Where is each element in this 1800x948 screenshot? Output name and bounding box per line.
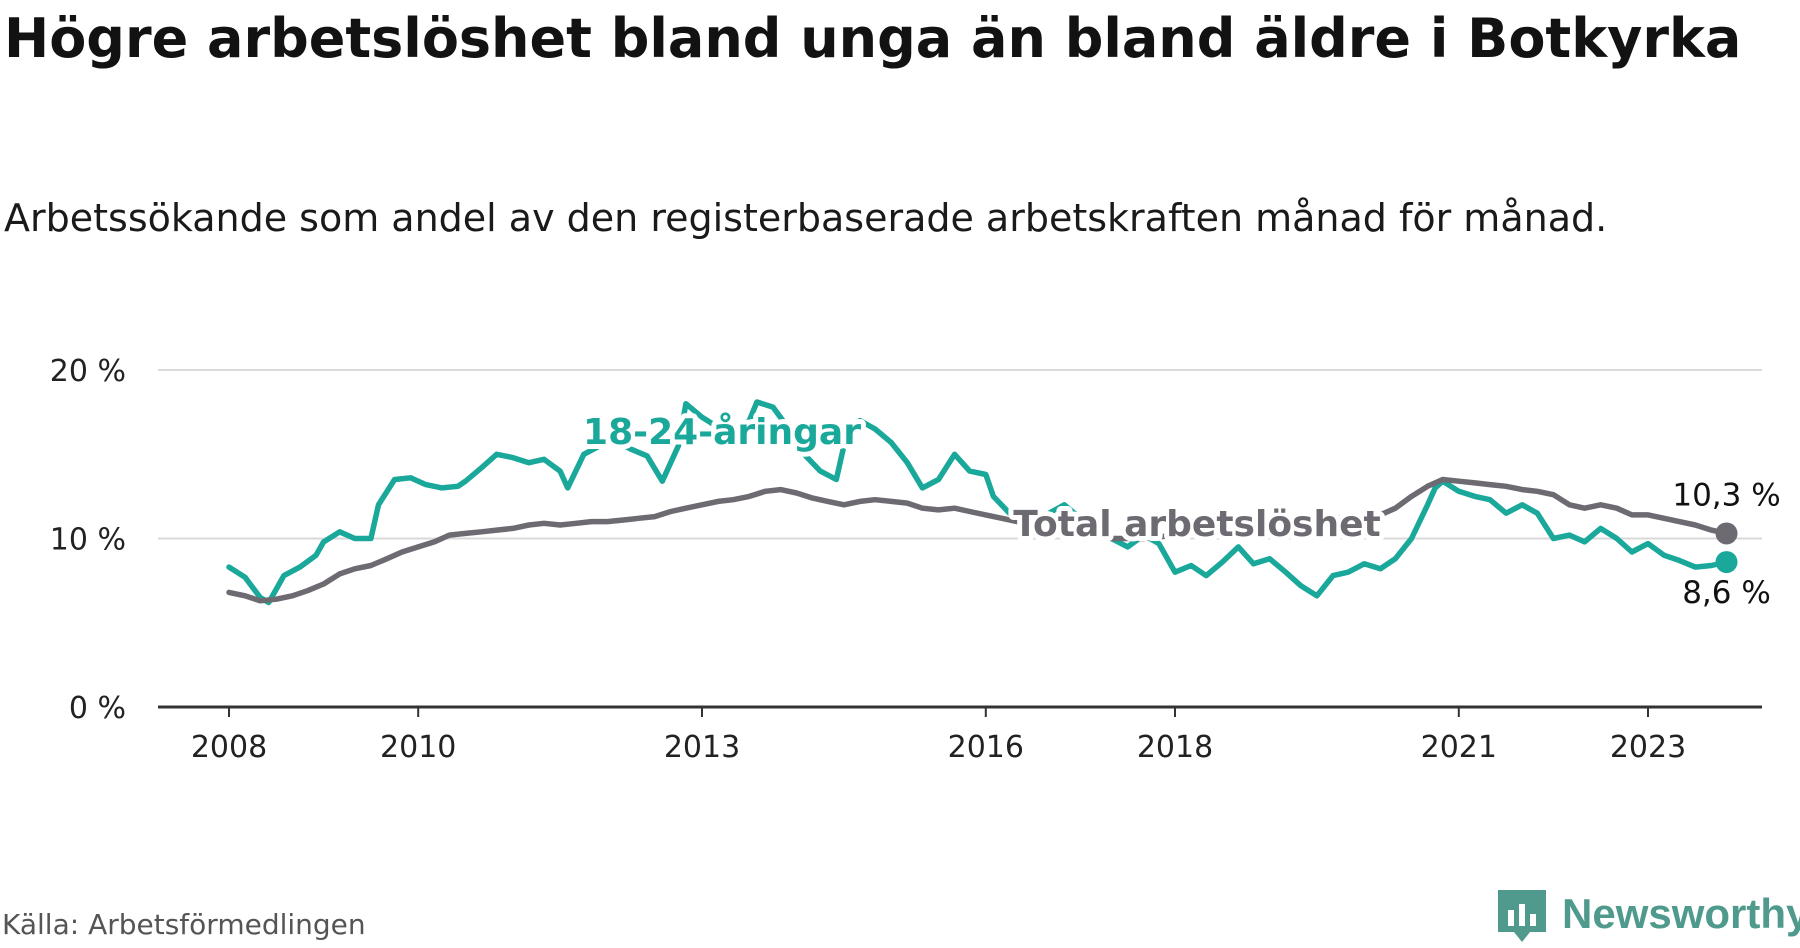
x-tick-label: 2010	[380, 730, 456, 765]
series-label-total: Total arbetslöshet	[1013, 504, 1381, 545]
x-tick-label: 2013	[664, 730, 740, 765]
chart-title: Högre arbetslöshet bland unga än bland ä…	[4, 7, 1742, 70]
x-tick-label: 2016	[948, 730, 1024, 765]
end-marker-total	[1715, 522, 1738, 545]
y-tick-label: 0 %	[69, 691, 126, 726]
x-tick-label: 2008	[191, 730, 267, 765]
source-note: Källa: Arbetsförmedlingen	[2, 908, 366, 941]
line-chart: 0 % 10 % 20 % 2008 2010 2013 2016 2018 2021 2023 1…	[50, 354, 1781, 765]
end-marker-youth	[1715, 551, 1738, 574]
x-tick-label: 2021	[1421, 730, 1497, 765]
newsworthy-logo-text: Newsworthy	[1562, 890, 1800, 937]
series-line-total	[226, 476, 1730, 604]
newsworthy-logo-icon	[1498, 890, 1546, 942]
end-value-label-youth: 8,6 %	[1682, 575, 1771, 611]
y-tick-label: 10 %	[50, 523, 126, 558]
series-line-youth	[226, 399, 1730, 606]
x-tick-label: 2023	[1610, 730, 1686, 765]
x-tick-label: 2018	[1137, 730, 1213, 765]
chart-subtitle: Arbetssökande som andel av den registerb…	[4, 196, 1608, 240]
series-label-youth: 18-24-åringar	[583, 412, 861, 453]
y-tick-label: 20 %	[50, 354, 126, 389]
end-value-label-total: 10,3 %	[1672, 477, 1780, 513]
